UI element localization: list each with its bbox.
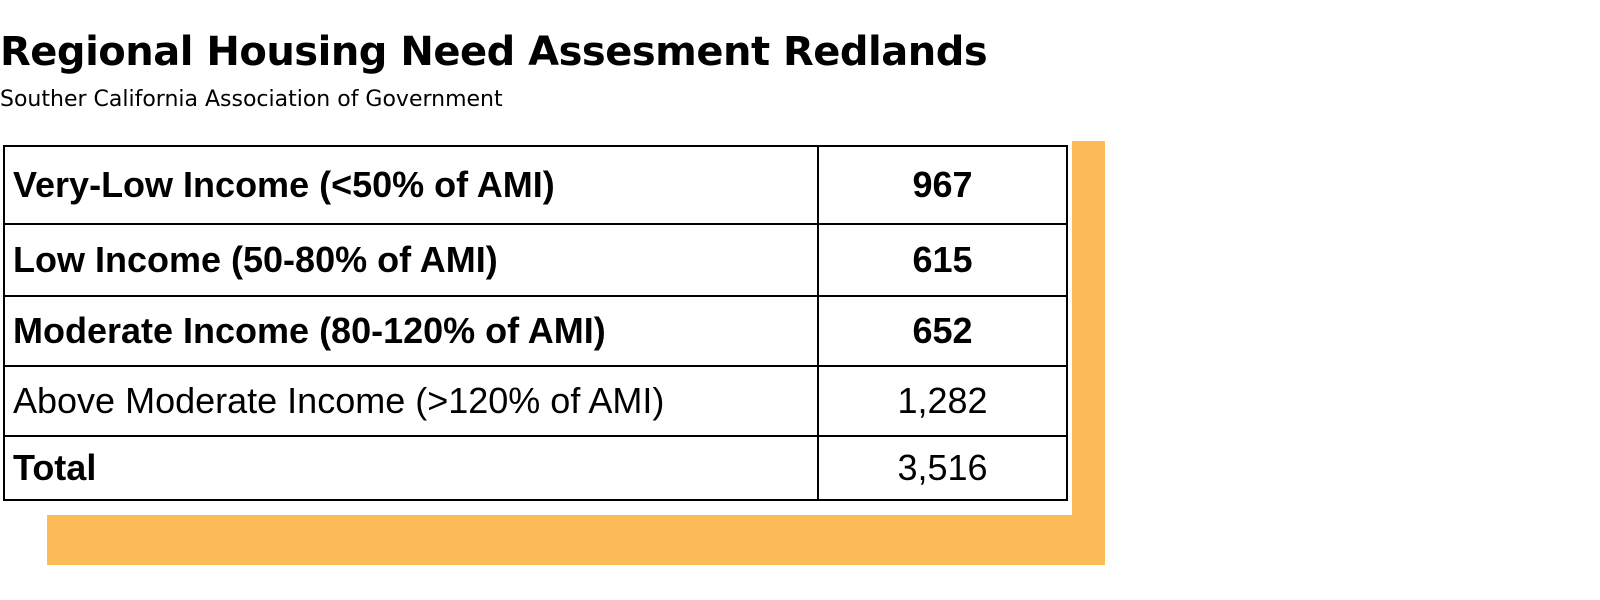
row-label: Low Income (50-80% of AMI) bbox=[3, 223, 819, 297]
page-subtitle: Souther California Association of Govern… bbox=[0, 87, 503, 112]
total-value: 3,516 bbox=[817, 435, 1068, 501]
row-label: Very-Low Income (<50% of AMI) bbox=[3, 145, 819, 225]
row-value: 1,282 bbox=[817, 365, 1068, 437]
table-row: Above Moderate Income (>120% of AMI) 1,2… bbox=[3, 365, 1068, 437]
row-value: 615 bbox=[817, 223, 1068, 297]
table-row: Very-Low Income (<50% of AMI) 967 bbox=[3, 145, 1068, 225]
row-value: 967 bbox=[817, 145, 1068, 225]
row-label: Above Moderate Income (>120% of AMI) bbox=[3, 365, 819, 437]
table-row: Low Income (50-80% of AMI) 615 bbox=[3, 223, 1068, 297]
housing-need-table: Very-Low Income (<50% of AMI) 967 Low In… bbox=[3, 145, 1068, 501]
row-label: Moderate Income (80-120% of AMI) bbox=[3, 295, 819, 367]
table-card: Very-Low Income (<50% of AMI) 967 Low In… bbox=[0, 141, 1072, 515]
table-row-total: Total 3,516 bbox=[3, 435, 1068, 501]
row-value: 652 bbox=[817, 295, 1068, 367]
table-row: Moderate Income (80-120% of AMI) 652 bbox=[3, 295, 1068, 367]
total-label: Total bbox=[3, 435, 819, 501]
page-title: Regional Housing Need Assesment Redlands bbox=[0, 29, 988, 75]
